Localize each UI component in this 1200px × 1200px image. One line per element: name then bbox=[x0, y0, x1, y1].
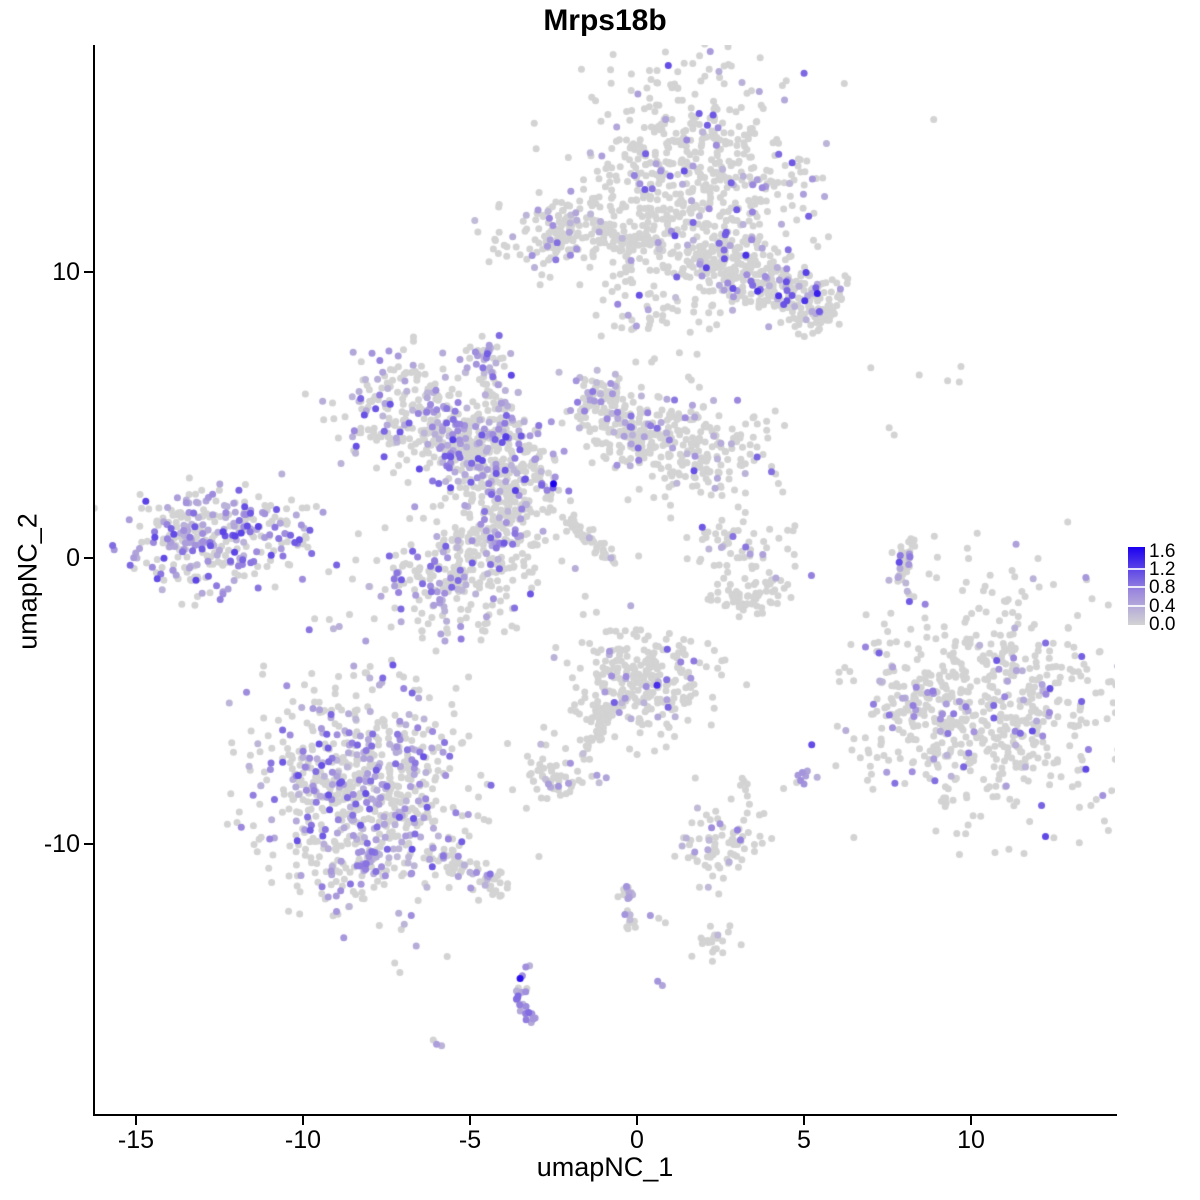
y-tick-label: -10 bbox=[43, 830, 80, 858]
x-tick-mark bbox=[803, 1116, 805, 1125]
y-tick-label: 0 bbox=[66, 544, 80, 572]
legend-bar-tick bbox=[1128, 604, 1145, 607]
legend-colorbar bbox=[1128, 547, 1145, 625]
y-tick-mark bbox=[84, 271, 93, 273]
legend-tick-label: 0.8 bbox=[1149, 577, 1176, 599]
x-tick-label: 0 bbox=[630, 1126, 644, 1154]
x-tick-label: 10 bbox=[957, 1126, 985, 1154]
x-tick-label: -15 bbox=[117, 1126, 155, 1154]
legend-tick-label: 0.0 bbox=[1149, 614, 1176, 636]
y-axis-title: umapNC_2 bbox=[12, 513, 43, 650]
umap-scatter-canvas bbox=[95, 45, 1115, 1115]
legend-bar-tick bbox=[1128, 568, 1145, 571]
x-tick-label: -5 bbox=[458, 1126, 482, 1154]
x-tick-label: 5 bbox=[797, 1126, 811, 1154]
legend-tick-label: 1.2 bbox=[1149, 559, 1176, 581]
x-tick-label: -10 bbox=[284, 1126, 322, 1154]
x-tick-mark bbox=[302, 1116, 304, 1125]
y-tick-mark bbox=[84, 557, 93, 559]
x-tick-mark bbox=[636, 1116, 638, 1125]
legend-tick-label: 0.4 bbox=[1149, 595, 1176, 617]
x-axis-title: umapNC_1 bbox=[536, 1152, 674, 1182]
x-tick-mark bbox=[970, 1116, 972, 1125]
legend-tick-label: 1.6 bbox=[1149, 540, 1176, 562]
x-tick-mark bbox=[469, 1116, 471, 1125]
plot-title: Mrps18b bbox=[543, 4, 667, 37]
x-axis-line bbox=[93, 1114, 1117, 1116]
legend-bar-tick bbox=[1128, 586, 1145, 589]
y-tick-label: 10 bbox=[52, 258, 80, 286]
y-tick-mark bbox=[84, 843, 93, 845]
x-tick-mark bbox=[135, 1116, 137, 1125]
y-axis-line bbox=[93, 45, 95, 1116]
